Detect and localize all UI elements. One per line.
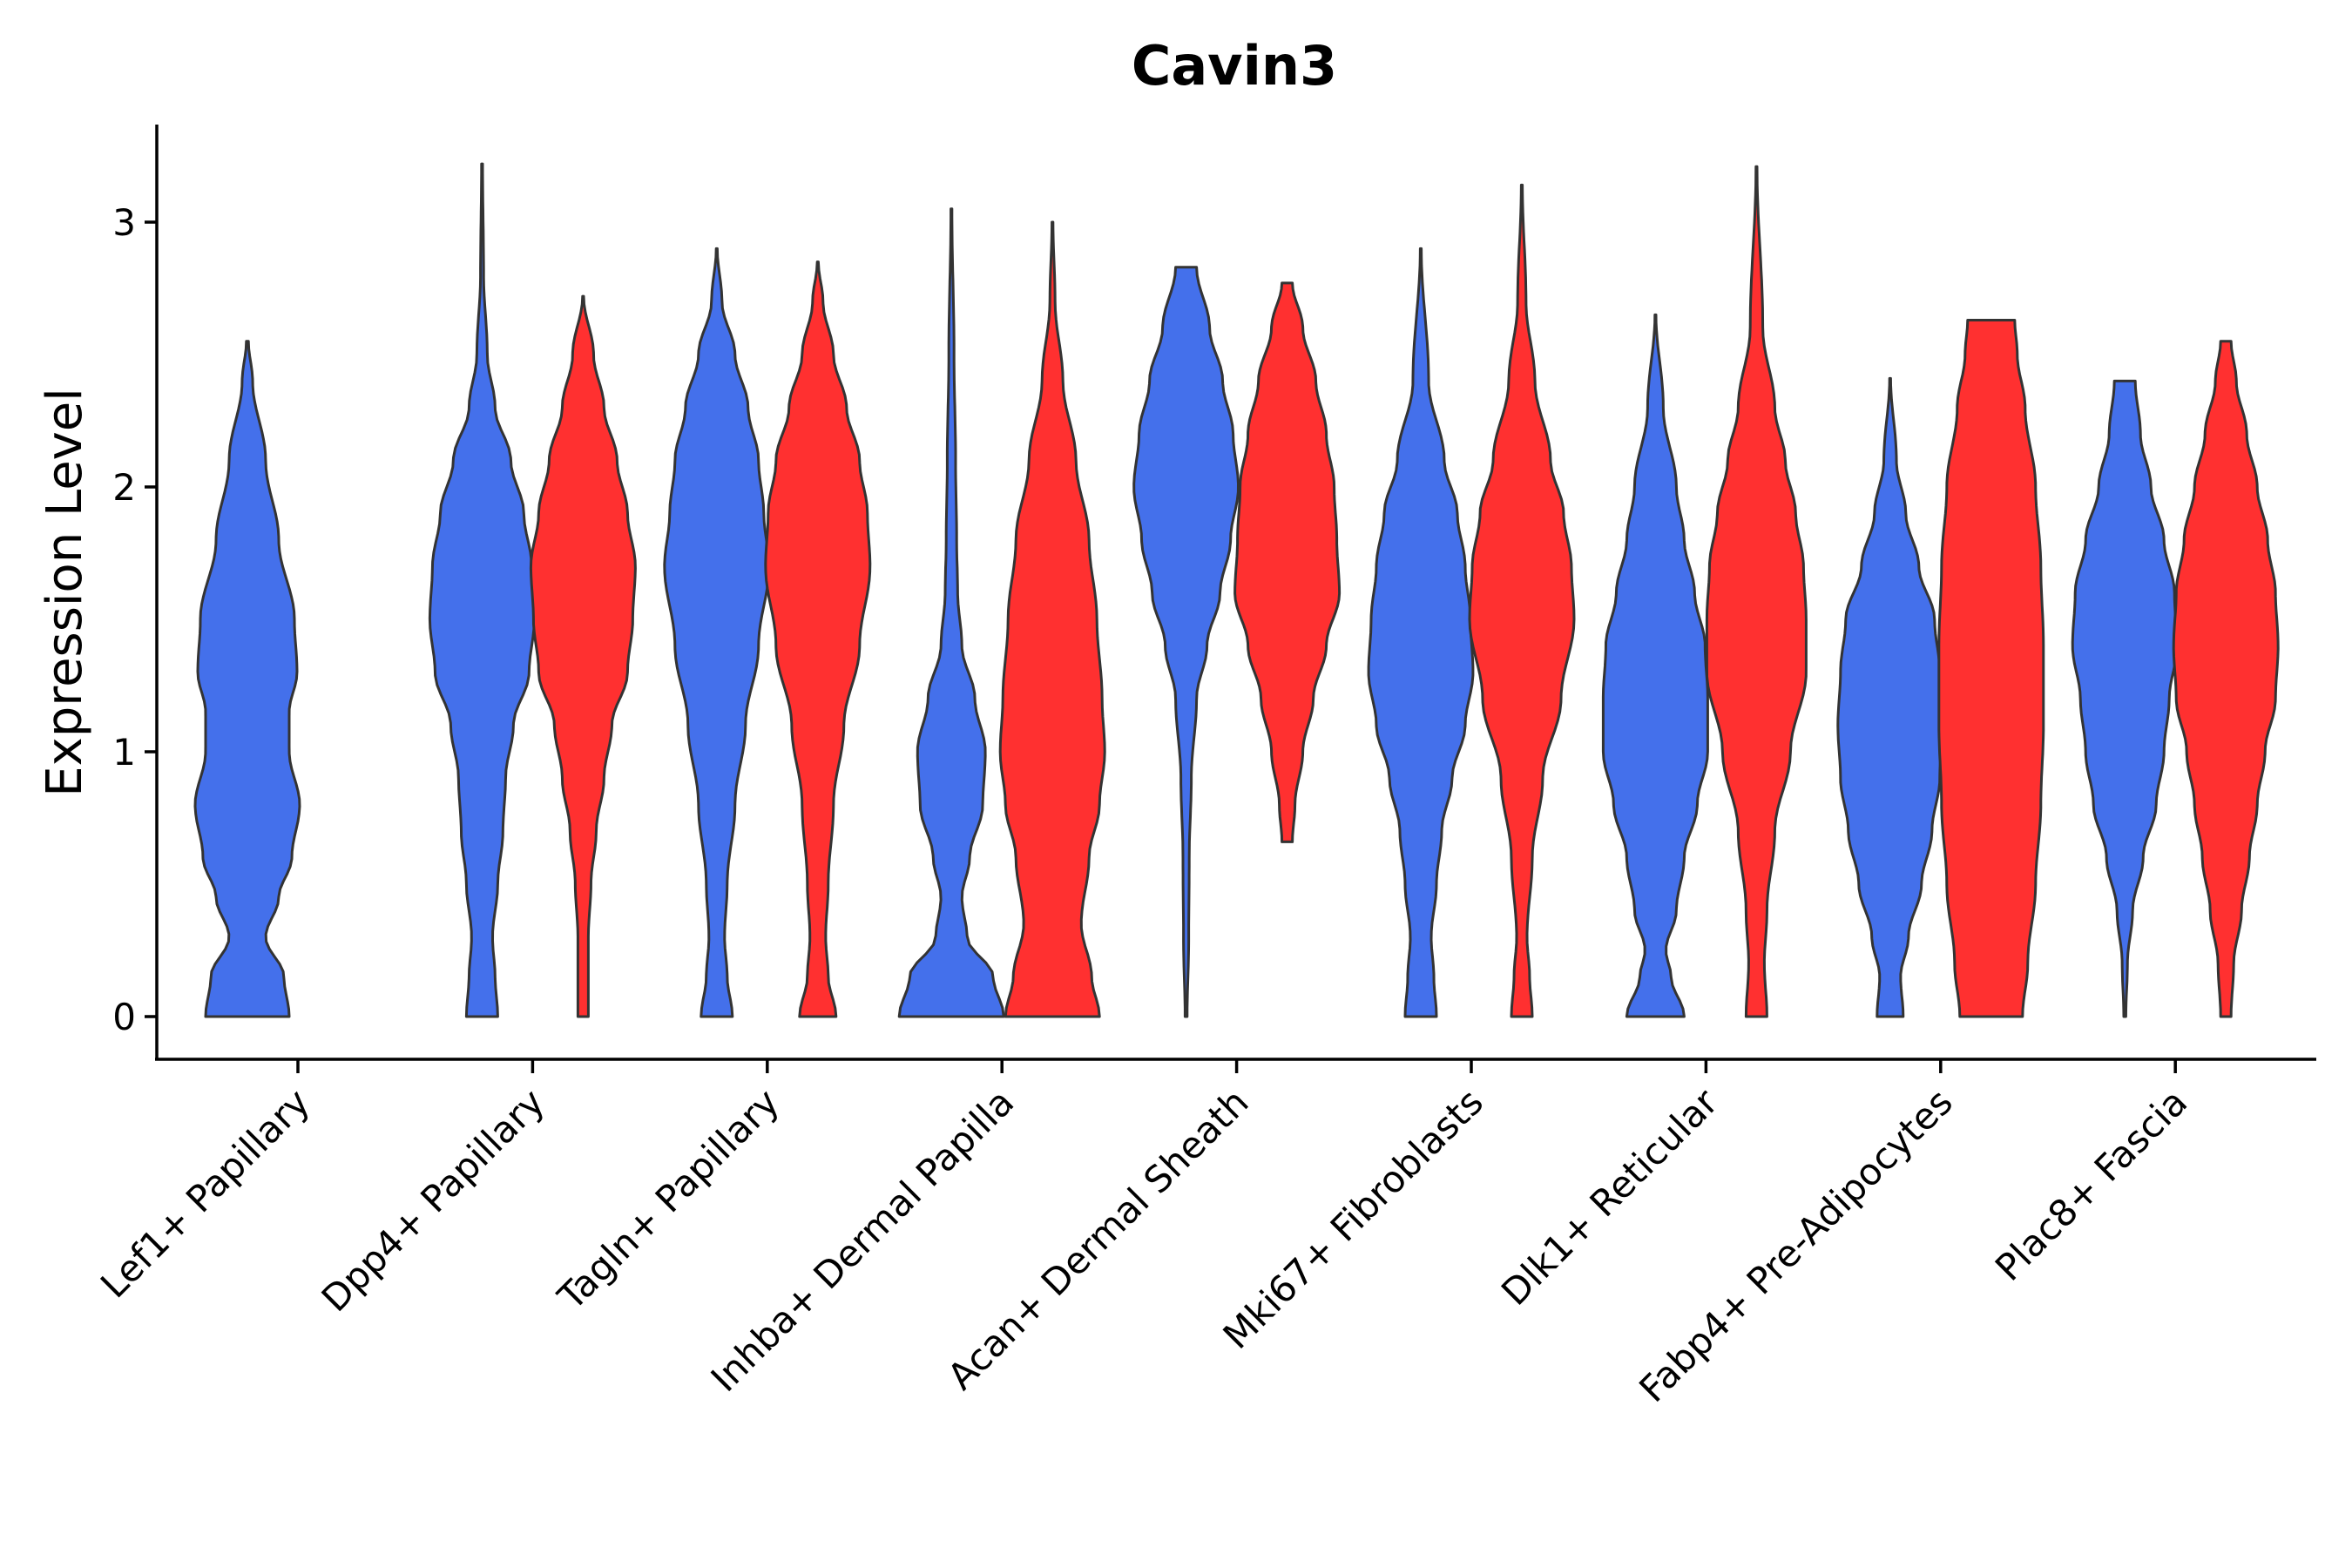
x-tick-label-dlk1-reticular: Dlk1+ Reticular xyxy=(1493,1080,1727,1314)
y-tick-label-3: 3 xyxy=(112,201,136,244)
x-tick-label-lef1-papillary: Lef1+ Papillary xyxy=(92,1080,318,1306)
x-tick-label-plac8-fascia: Plac8+ Fascia xyxy=(1987,1080,2195,1288)
y-axis-label: Expression Level xyxy=(37,388,93,797)
violin-dlk1-reticular-group1 xyxy=(1601,313,1709,1018)
x-tick-label-tagln-papillary: Tagln+ Papillary xyxy=(549,1080,787,1318)
y-tick-label-2: 2 xyxy=(112,466,136,509)
violin-dpp4-papillary-group1 xyxy=(428,162,536,1018)
violin-plac8-fascia-group2 xyxy=(2172,340,2280,1018)
violin-lef1-papillary-group1 xyxy=(193,340,301,1018)
violin-acan-dermal-sheath-group1 xyxy=(1132,266,1240,1018)
y-tick-label-1: 1 xyxy=(112,731,136,774)
violin-fabp4-pre-adipocytes-group1 xyxy=(1836,376,1944,1018)
violin-tagln-papillary-group2 xyxy=(764,260,872,1018)
violin-dlk1-reticular-group2 xyxy=(1705,165,1808,1018)
chart-title: Cavin3 xyxy=(1132,34,1337,98)
violin-mki67-fibroblasts-group1 xyxy=(1367,247,1475,1018)
violins xyxy=(193,162,2280,1018)
y-ticks: 0 1 2 3 xyxy=(112,201,157,1038)
violin-plac8-fascia-group1 xyxy=(2071,379,2179,1018)
x-tick-label-dpp4-papillary: Dpp4+ Papillary xyxy=(314,1080,553,1320)
y-tick-label-0: 0 xyxy=(112,996,136,1038)
violin-dpp4-papillary-group2 xyxy=(529,294,637,1018)
violin-mki67-fibroblasts-group2 xyxy=(1468,183,1576,1018)
x-tick-label-mki67-fibroblasts: Mki67+ Fibroblasts xyxy=(1215,1080,1491,1356)
violin-tagln-papillary-group1 xyxy=(663,247,771,1018)
violin-inhba-dermal-papilla-group2 xyxy=(998,220,1106,1018)
violin-inhba-dermal-papilla-group1 xyxy=(897,207,1005,1018)
violin-fabp4-pre-adipocytes-group2 xyxy=(1937,319,2045,1018)
violin-acan-dermal-sheath-group2 xyxy=(1233,281,1342,843)
